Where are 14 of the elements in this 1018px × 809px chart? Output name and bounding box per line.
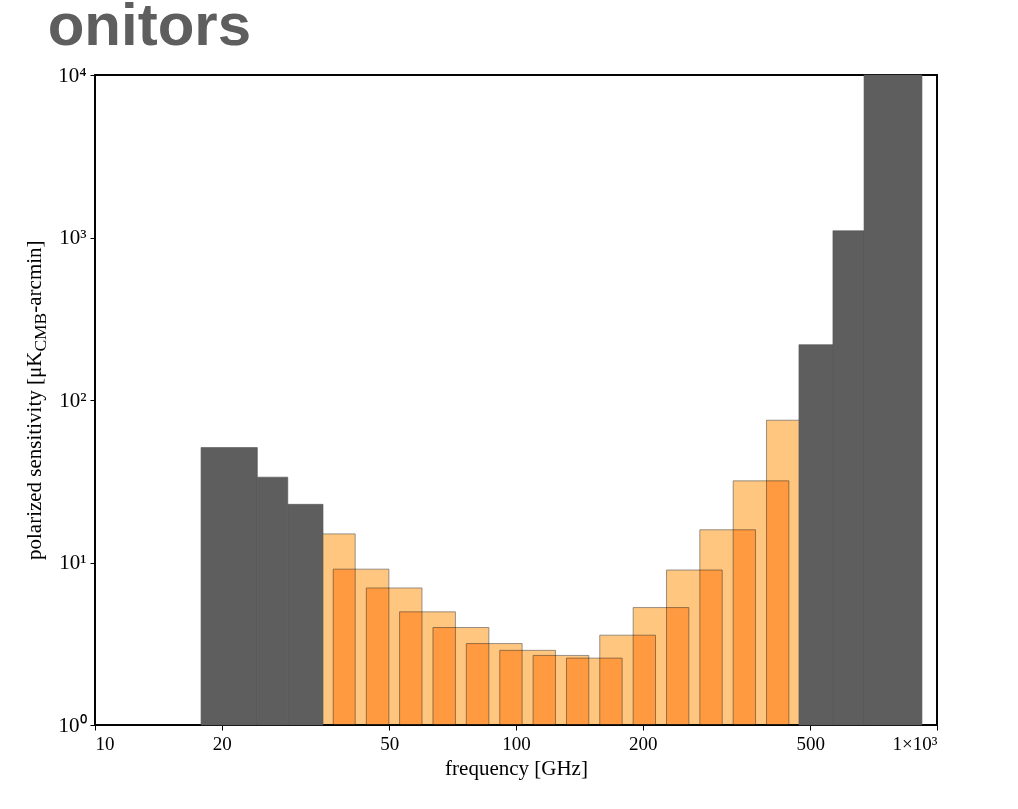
x-tick-label: 200 (628, 732, 658, 754)
x-tick-label: 50 (380, 732, 400, 754)
x-axis-title: frequency [GHz] (445, 755, 588, 780)
y-tick-label: 10⁴ (58, 62, 87, 87)
x-tick-label: 500 (796, 732, 826, 754)
x-tick-label: 1×10³ (892, 732, 938, 754)
chart-title: onitors (47, 0, 252, 58)
x-tick-label: 100 (502, 732, 531, 754)
x-tick-label: 20 (212, 732, 232, 754)
y-tick-label: 10¹ (59, 550, 87, 574)
x-tick-label: 10 (95, 732, 115, 754)
y-tick-label: 10² (59, 387, 87, 412)
y-tick-label: 10⁰ (58, 712, 87, 737)
y-tick-label: 10³ (59, 225, 87, 249)
